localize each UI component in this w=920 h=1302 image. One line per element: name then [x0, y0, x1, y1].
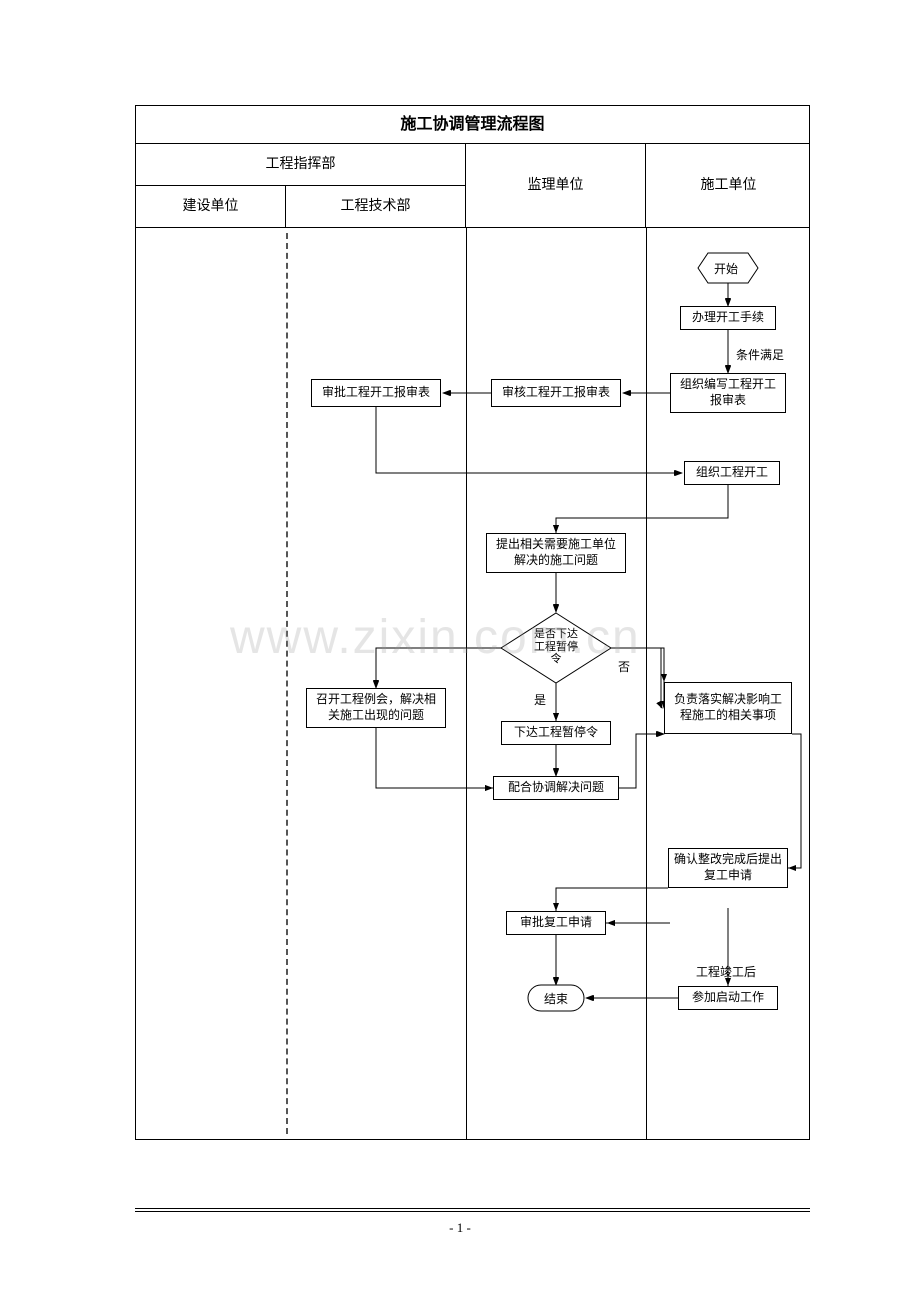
node-n11: 确认整改完成后提出复工申请: [668, 848, 788, 888]
diagram-title: 施工协调管理流程图: [136, 106, 809, 144]
node-n4: 审批工程开工报审表: [311, 379, 441, 407]
node-n12: 审批复工申请: [506, 911, 606, 935]
footer-rule-1: [135, 1208, 810, 1209]
lane-header-supervisor: 监理单位: [466, 144, 646, 228]
diagram-frame: 施工协调管理流程图 工程指挥部 建设单位 工程技术部 监理单位 施工单位: [135, 105, 810, 1140]
node-n6: 提出相关需要施工单位解决的施工问题: [486, 533, 626, 573]
swimlane-body: 办理开工手续 组织编写工程开工报审表 审核工程开工报审表 审批工程开工报审表 组…: [136, 228, 809, 1139]
label-no: 否: [618, 658, 630, 675]
node-decision-label: 是否下达工程暂停令: [529, 628, 583, 666]
node-n1: 办理开工手续: [680, 306, 776, 330]
node-n3: 审核工程开工报审表: [491, 379, 621, 407]
label-condition: 条件满足: [736, 346, 784, 363]
node-n10: 配合协调解决问题: [493, 776, 619, 800]
lane-header-construction: 施工单位: [646, 144, 811, 228]
node-n7: 召开工程例会，解决相关施工出现的问题: [306, 688, 446, 728]
node-n5: 组织工程开工: [684, 461, 780, 485]
node-n8: 下达工程暂停令: [501, 721, 611, 745]
node-n2: 组织编写工程开工报审表: [670, 373, 786, 413]
node-end-label: 结束: [544, 990, 568, 1007]
lane-header-build-unit: 建设单位: [136, 186, 286, 228]
footer-rule-2: [135, 1211, 810, 1212]
node-n13: 参加启动工作: [678, 986, 778, 1010]
lane-header-project-command: 工程指挥部: [136, 144, 466, 186]
swimlane-header: 工程指挥部 建设单位 工程技术部 监理单位 施工单位: [136, 144, 809, 228]
label-complete: 工程竣工后: [696, 963, 756, 980]
node-n9: 负责落实解决影响工程施工的相关事项: [664, 682, 792, 734]
lane-header-tech-dept: 工程技术部: [286, 186, 466, 228]
node-start-label: 开始: [714, 260, 738, 277]
label-yes: 是: [534, 691, 546, 708]
page-number: - 1 -: [0, 1220, 920, 1236]
